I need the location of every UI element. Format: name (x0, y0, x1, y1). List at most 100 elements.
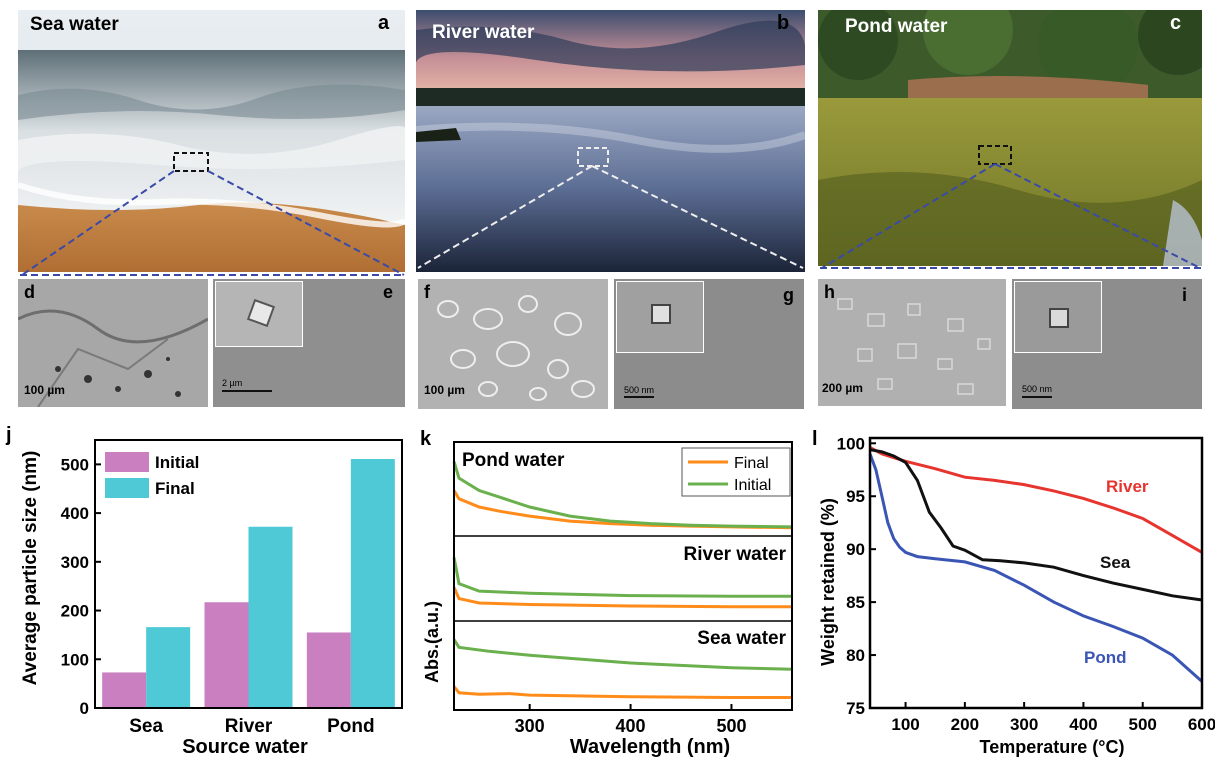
x-tick-label: 100 (891, 715, 919, 734)
y-axis-label-l: Weight retained (%) (818, 498, 838, 666)
chart-particle-size: Sea River Pond 0 100 200 300 400 500 Initial Fin… (20, 439, 403, 758)
sem-panel-h (818, 279, 1006, 406)
panel-letter-h: h (824, 282, 835, 302)
sem-panel-g (614, 279, 804, 409)
bar-initial-river (204, 602, 249, 708)
bar-final-pond (350, 459, 395, 708)
sem-panel-d (18, 279, 208, 407)
series-label-pond: Pond (1084, 648, 1127, 667)
x-tick-label: 400 (1069, 715, 1097, 734)
y-tick-label: 95 (846, 487, 865, 506)
abs-line-final-1 (452, 586, 792, 609)
x-tick-label: 300 (1010, 715, 1038, 734)
y-tick-label: 90 (846, 540, 865, 559)
sea-photo-illustration (18, 10, 405, 272)
series-label-sea: Sea (1100, 553, 1131, 572)
photo-title-sea: Sea water (30, 14, 119, 35)
x-tick-label: 400 (616, 716, 646, 736)
zoom-projection-lines (20, 145, 1202, 276)
panel-letter-e: e (383, 282, 394, 302)
subplot-label-river: River water (684, 544, 787, 565)
sem-texture-h (818, 279, 1006, 406)
scale-label-i: 500 nm (1022, 384, 1053, 394)
x-tick-label: 300 (515, 716, 545, 736)
sem-texture-d (18, 279, 208, 407)
tga-line-pond (868, 453, 1203, 683)
scale-bar-i (1022, 396, 1052, 398)
abs-line-initial-1 (452, 557, 792, 598)
y-tick-label: 80 (846, 646, 865, 665)
river-photo-illustration (416, 10, 805, 272)
bar-final-river (248, 526, 293, 708)
zoom-box-pond (978, 145, 1012, 165)
scale-label-h: 200 µm (822, 381, 863, 395)
legend-swatch-initial (105, 452, 149, 472)
plot-frame-l (868, 436, 1204, 710)
abs-line-initial-0 (452, 461, 793, 529)
chart-absorbance: 300 400 500 Wavelength (nm) Abs.(a.u.) Pon… (422, 441, 793, 758)
plot-frame-j (94, 439, 403, 709)
zoom-box-river (577, 147, 609, 167)
chart-tga: 100 200 300 400 500 600 75 80 85 90 95 100 Temperat… (818, 434, 1215, 757)
x-tick-label: 200 (951, 715, 979, 734)
y-axis-label-k: Abs.(a.u.) (422, 601, 442, 683)
series-label-river: River (1106, 477, 1149, 496)
photo-river-water (416, 10, 805, 272)
y-axis-label-j: Average particle size (nm) (20, 451, 41, 686)
x-tick-label: Sea (129, 716, 163, 737)
tga-line-sea (869, 448, 1203, 602)
scale-label-f: 100 µm (424, 383, 465, 397)
inset-particle-i (1014, 281, 1102, 353)
panel-letter-i: i (1182, 285, 1188, 305)
panel-letter-l: l (812, 428, 818, 450)
panel-letter-f: f (424, 282, 430, 302)
scale-label-e: 2 µm (222, 378, 243, 388)
scale-bar-e (222, 390, 272, 392)
abs-line-final-2 (452, 685, 792, 699)
y-tick-label: 85 (846, 593, 865, 612)
scale-label-g: 500 nm (624, 385, 655, 395)
y-tick-label: 0 (80, 699, 89, 718)
tga-line-river (869, 446, 1203, 554)
x-tick-label: 500 (716, 716, 746, 736)
panel-letter-j: j (6, 424, 12, 446)
y-tick-label: 75 (846, 699, 865, 718)
photo-title-pond: Pond water (845, 16, 948, 37)
y-tick-label: 200 (61, 602, 89, 621)
inset-particle-g (616, 281, 704, 353)
pond-photo-illustration (818, 10, 1202, 266)
y-tick-label: 400 (61, 504, 89, 523)
legend-swatch-final (105, 478, 149, 498)
x-tick-label: River (225, 716, 273, 737)
x-tick-label: Pond (327, 716, 375, 737)
scale-bar-g (624, 396, 654, 398)
subplot-label-sea: Sea water (697, 628, 786, 649)
plot-frame-k (453, 441, 793, 711)
y-tick-label: 500 (61, 455, 89, 474)
subplot-label-pond: Pond water (462, 450, 565, 471)
panel-letter-g: g (783, 285, 794, 305)
photo-sea-water (18, 10, 405, 272)
sem-panel-i (1012, 279, 1202, 409)
legend-label-final-k: Final (734, 455, 769, 472)
x-axis-label-k: Wavelength (nm) (570, 736, 730, 758)
photo-title-river: River water (432, 22, 535, 43)
photo-pond-water (818, 10, 1202, 266)
y-tick-label: 100 (61, 650, 89, 669)
y-tick-label: 300 (61, 553, 89, 572)
sem-texture-f (418, 279, 608, 409)
legend-label-initial-k: Initial (734, 477, 771, 494)
bar-initial-pond (306, 632, 351, 708)
bar-final-sea (146, 627, 191, 708)
panel-letter-k: k (420, 428, 432, 450)
x-tick-label: 500 (1129, 715, 1157, 734)
legend-label-initial: Initial (155, 453, 199, 472)
inset-particle-e (215, 281, 303, 347)
x-axis-label-l: Temperature (°C) (980, 737, 1125, 757)
zoom-box-sea (173, 152, 209, 172)
y-tick-label: 100 (837, 434, 865, 453)
legend-box-k (681, 447, 791, 497)
bar-initial-sea (102, 672, 147, 708)
scale-label-d: 100 µm (24, 383, 65, 397)
panel-letter-d: d (24, 282, 35, 302)
